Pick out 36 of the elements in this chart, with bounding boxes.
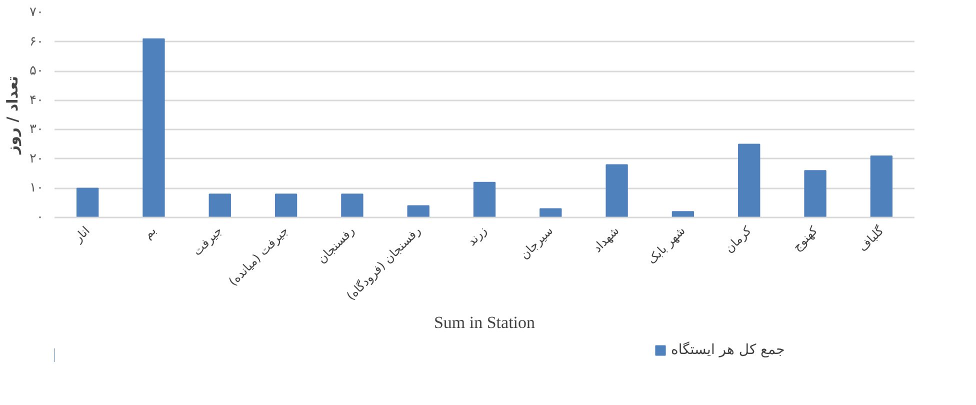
y-tick-label: ۶۰ (30, 34, 44, 50)
x-tick-label: کهنوج (790, 223, 820, 254)
y-axis-title: تعداد / روز (4, 76, 22, 156)
x-tick-label: سیرجان (517, 224, 556, 262)
bar (407, 205, 430, 218)
bar (142, 38, 165, 218)
bar (208, 194, 231, 218)
y-tick-label: ۴۰ (30, 92, 44, 108)
bar (274, 194, 298, 218)
bar (738, 144, 760, 218)
y-tick-label: ۳۰ (30, 122, 44, 138)
x-tick-label: رفسنجان (314, 223, 358, 266)
y-tick-label: ۷۰ (30, 5, 44, 20)
x-tick-label: گلباف (856, 223, 887, 254)
bar (870, 156, 893, 218)
x-tick-label: بم (140, 224, 159, 242)
x-tick-label: جیرفت (190, 224, 225, 258)
bar (540, 208, 562, 218)
x-tick-label: جیرفت (میانده) (226, 224, 291, 289)
x-tick-label: انار (70, 224, 93, 246)
y-tick-label: ۲۰ (30, 151, 44, 166)
x-tick-label: زرند (464, 223, 490, 248)
y-tick-label: ۵۰ (30, 64, 44, 79)
bar (606, 164, 628, 218)
x-tick-label: شهر بابک (644, 224, 688, 267)
x-tick-label: کرمان (722, 223, 754, 256)
x-tick-label: شهداد (590, 224, 622, 256)
bar (76, 188, 99, 218)
y-tick-label: ۰ (36, 210, 44, 225)
bar (341, 194, 364, 218)
bar (473, 182, 496, 218)
bar (804, 170, 826, 218)
y-tick-label: ۱۰ (30, 180, 44, 196)
bar (672, 211, 694, 218)
x-axis-title: Sum in Station (434, 312, 536, 332)
legend-label: جمع کل هر ایستگاه (671, 342, 785, 358)
